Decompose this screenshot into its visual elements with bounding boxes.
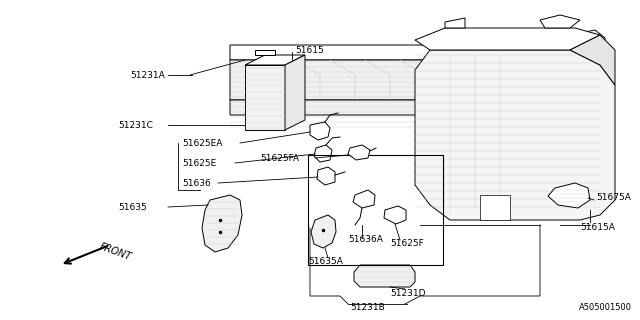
Text: 51231B: 51231B	[350, 303, 385, 313]
Text: 51625F: 51625F	[390, 239, 424, 249]
Text: 51635A: 51635A	[308, 258, 343, 267]
Polygon shape	[480, 195, 510, 220]
Polygon shape	[317, 167, 335, 185]
Polygon shape	[353, 190, 375, 208]
Bar	[308, 155, 443, 265]
Text: 51231A: 51231A	[130, 70, 164, 79]
Polygon shape	[245, 55, 305, 65]
Polygon shape	[445, 18, 465, 28]
Polygon shape	[230, 60, 590, 115]
Polygon shape	[354, 265, 415, 287]
Polygon shape	[314, 145, 332, 162]
Text: 51615: 51615	[295, 45, 324, 54]
Polygon shape	[230, 100, 510, 130]
Text: 51231C: 51231C	[118, 121, 153, 130]
Polygon shape	[570, 30, 605, 48]
Text: 51625EA: 51625EA	[182, 139, 222, 148]
Polygon shape	[311, 215, 336, 248]
Text: 51636A: 51636A	[348, 236, 383, 244]
Polygon shape	[384, 206, 406, 224]
Text: 51615A: 51615A	[580, 223, 615, 233]
Polygon shape	[245, 65, 285, 130]
Text: FRONT: FRONT	[98, 242, 132, 262]
Polygon shape	[540, 15, 580, 28]
Text: 51635: 51635	[118, 203, 147, 212]
Text: 51231D: 51231D	[390, 289, 426, 298]
Text: 51625FA: 51625FA	[260, 154, 299, 163]
Text: 51625E: 51625E	[182, 158, 216, 167]
Polygon shape	[548, 183, 590, 208]
Polygon shape	[570, 35, 615, 85]
Polygon shape	[560, 42, 605, 75]
Polygon shape	[415, 28, 600, 50]
Polygon shape	[348, 145, 370, 160]
Polygon shape	[310, 122, 330, 140]
Text: A505001500: A505001500	[579, 303, 632, 312]
Polygon shape	[230, 45, 590, 75]
Polygon shape	[202, 195, 242, 252]
Text: 51636: 51636	[182, 179, 211, 188]
Polygon shape	[255, 50, 275, 55]
Polygon shape	[285, 55, 305, 130]
Text: 51675A: 51675A	[596, 194, 631, 203]
Polygon shape	[415, 50, 615, 220]
